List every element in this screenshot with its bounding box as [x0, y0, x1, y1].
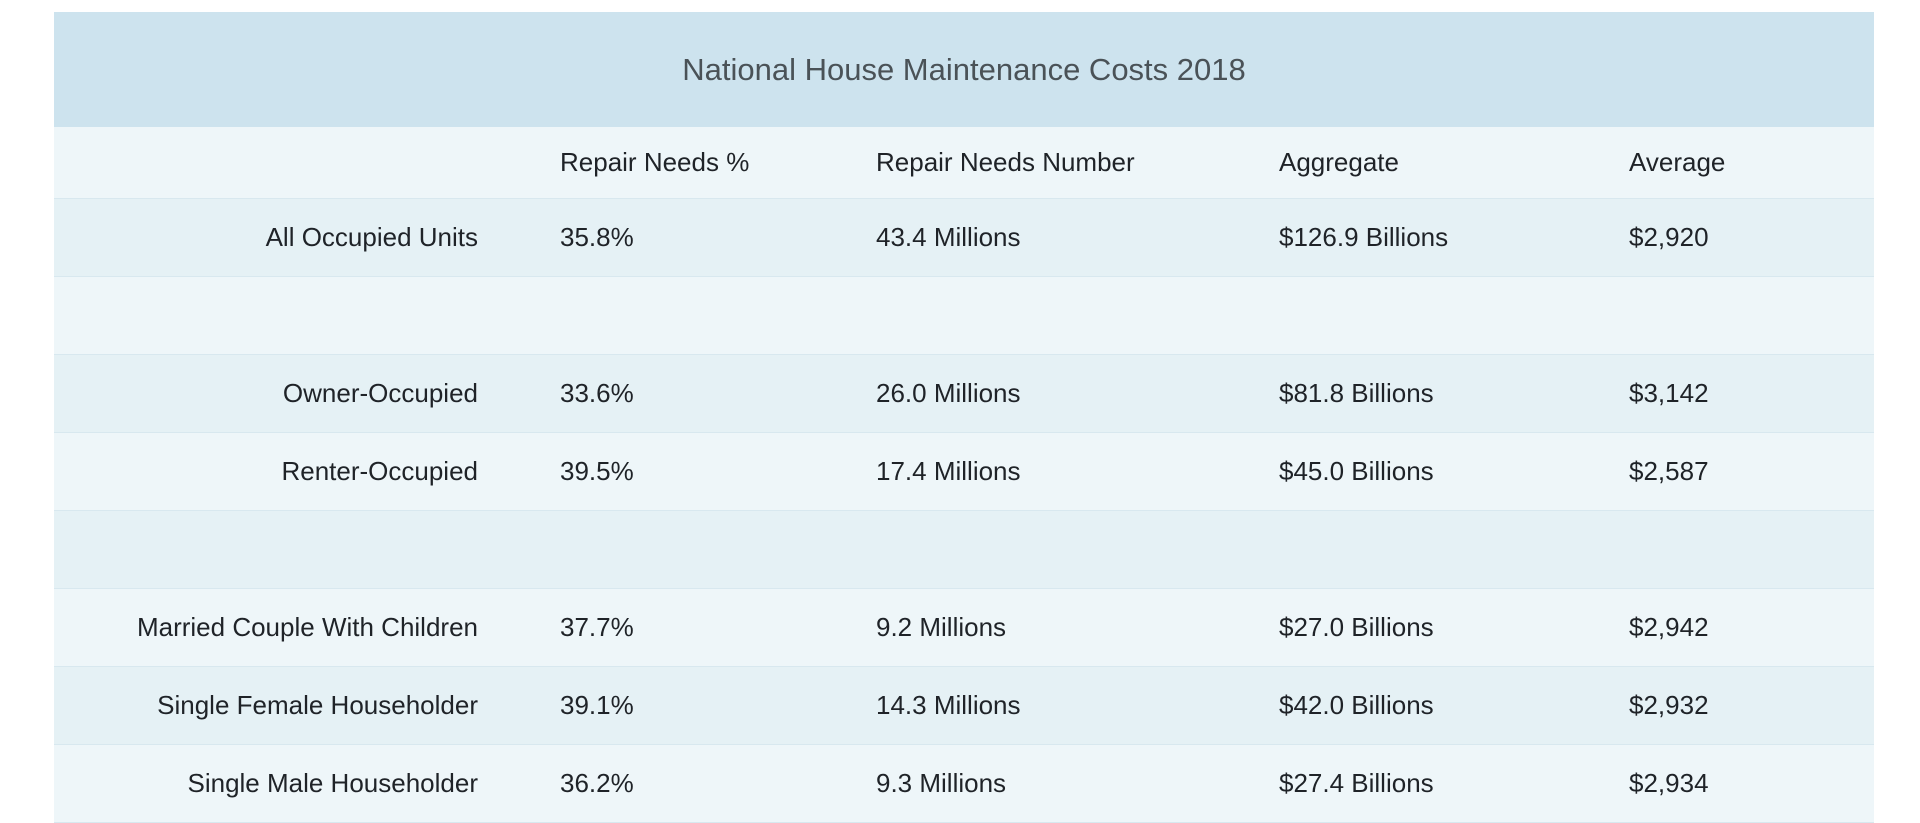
- row-label: Single Male Householder: [187, 768, 478, 798]
- table-row: Married Couple With Children 37.7% 9.2 M…: [54, 589, 1874, 667]
- aggregate-cell: $42.0 Billions: [1279, 690, 1434, 720]
- average-cell: $2,920: [1629, 222, 1709, 252]
- repair-needs-number-cell: 14.3 Millions: [876, 690, 1021, 720]
- repair-needs-number-cell: 43.4 Millions: [876, 222, 1021, 252]
- row-label: All Occupied Units: [265, 222, 478, 252]
- table-title: National House Maintenance Costs 2018: [54, 12, 1874, 127]
- repair-needs-number-cell: 9.2 Millions: [876, 612, 1007, 642]
- table-header-row: Repair Needs % Repair Needs Number Aggre…: [54, 127, 1874, 199]
- table-row: Renter-Occupied 39.5% 17.4 Millions $45.…: [54, 433, 1874, 511]
- aggregate-cell: $126.9 Billions: [1279, 222, 1449, 252]
- repair-needs-number-cell: 26.0 Millions: [876, 378, 1021, 408]
- row-label: Owner-Occupied: [282, 378, 478, 408]
- repair-needs-percent-cell: 39.5%: [560, 456, 634, 486]
- aggregate-cell: $27.0 Billions: [1279, 612, 1434, 642]
- aggregate-cell: $27.4 Billions: [1279, 768, 1434, 798]
- row-label: Married Couple With Children: [136, 612, 478, 642]
- average-cell: $3,142: [1629, 378, 1709, 408]
- row-label: Single Female Householder: [157, 690, 478, 720]
- maintenance-costs-table: National House Maintenance Costs 2018 Re…: [54, 12, 1874, 823]
- table-row: Single Female Householder 39.1% 14.3 Mil…: [54, 667, 1874, 745]
- table-row: Owner-Occupied 33.6% 26.0 Millions $81.8…: [54, 355, 1874, 433]
- row-label: Renter-Occupied: [281, 456, 478, 486]
- header-cell-repair-needs-number: Repair Needs Number: [876, 147, 1135, 177]
- header-cell-label: [54, 127, 478, 198]
- average-cell: $2,587: [1629, 456, 1709, 486]
- repair-needs-number-cell: 17.4 Millions: [876, 456, 1021, 486]
- header-cell-aggregate: Aggregate: [1279, 147, 1399, 177]
- row-label: [54, 277, 478, 354]
- repair-needs-percent-cell: 33.6%: [560, 378, 634, 408]
- average-cell: $2,934: [1629, 768, 1709, 798]
- header-cell-average: Average: [1629, 147, 1726, 177]
- row-label: [54, 511, 478, 588]
- repair-needs-percent-cell: 36.2%: [560, 768, 634, 798]
- table-row-spacer: [54, 277, 1874, 355]
- repair-needs-percent-cell: 39.1%: [560, 690, 634, 720]
- table-row-spacer: [54, 511, 1874, 589]
- average-cell: $2,932: [1629, 690, 1709, 720]
- repair-needs-percent-cell: 35.8%: [560, 222, 634, 252]
- average-cell: $2,942: [1629, 612, 1709, 642]
- repair-needs-number-cell: 9.3 Millions: [876, 768, 1007, 798]
- repair-needs-percent-cell: 37.7%: [560, 612, 634, 642]
- aggregate-cell: $81.8 Billions: [1279, 378, 1434, 408]
- table-row: All Occupied Units 35.8% 43.4 Millions $…: [54, 199, 1874, 277]
- header-cell-repair-needs-percent: Repair Needs %: [560, 147, 750, 177]
- table-row: Single Male Householder 36.2% 9.3 Millio…: [54, 745, 1874, 823]
- aggregate-cell: $45.0 Billions: [1279, 456, 1434, 486]
